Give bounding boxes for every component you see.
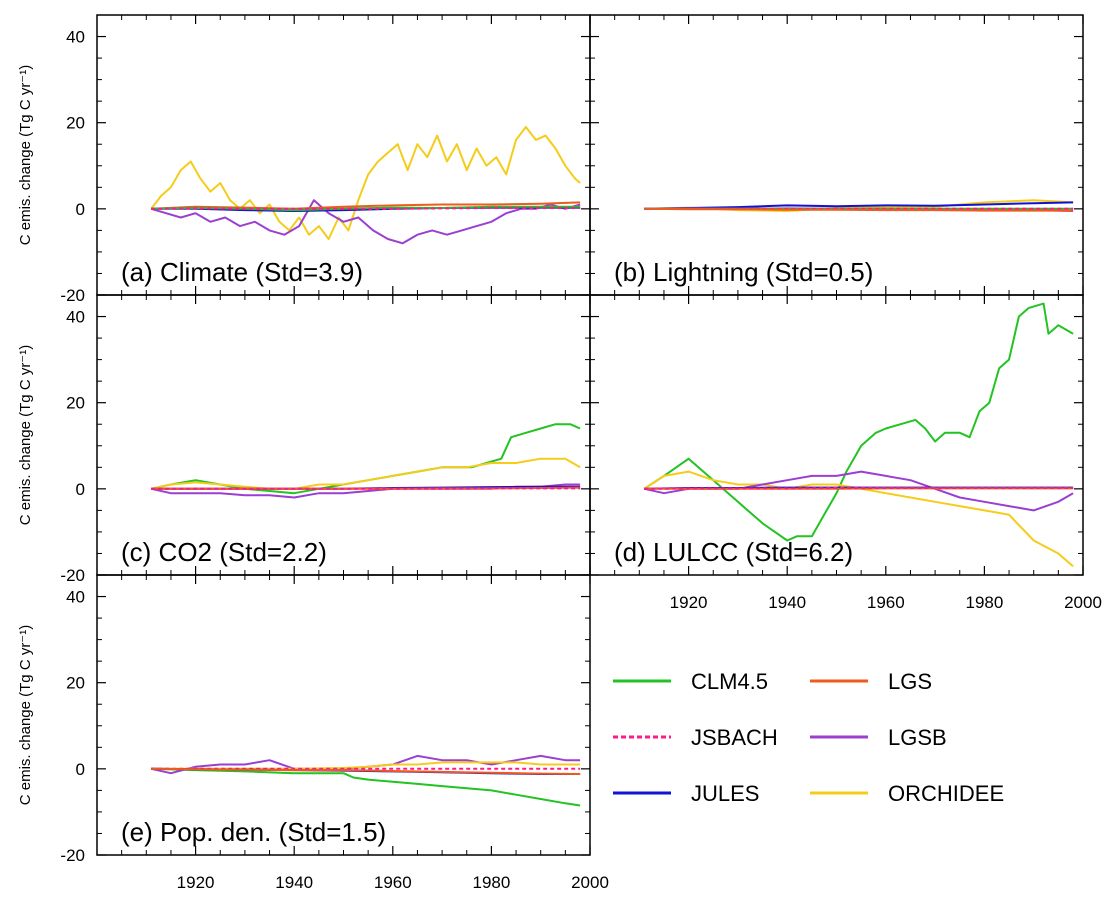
x-tick-label: 2000 bbox=[571, 873, 609, 892]
y-tick-label: 0 bbox=[76, 760, 85, 779]
legend-label: JSBACH bbox=[691, 725, 778, 750]
legend-item-jules: JULES bbox=[613, 781, 759, 806]
x-tick-label: 1960 bbox=[374, 873, 412, 892]
y-tick-label: -20 bbox=[60, 286, 85, 305]
legend-item-jsbach: JSBACH bbox=[613, 725, 778, 750]
legend-item-lgsb: LGSB bbox=[810, 725, 947, 750]
x-tick-label: 1980 bbox=[965, 593, 1003, 612]
panel-title: (e) Pop. den. (Std=1.5) bbox=[121, 817, 386, 847]
y-tick-label: 20 bbox=[66, 394, 85, 413]
x-tick-label: 1960 bbox=[867, 593, 905, 612]
y-tick-label: 0 bbox=[76, 200, 85, 219]
legend-label: LGS bbox=[888, 669, 932, 694]
y-tick-label: 40 bbox=[66, 588, 85, 607]
y-tick-label: -20 bbox=[60, 566, 85, 585]
series-group bbox=[644, 304, 1073, 567]
series-line-orchidee bbox=[151, 459, 580, 489]
series-group bbox=[644, 200, 1073, 211]
series-group bbox=[151, 756, 580, 806]
y-tick-label: 20 bbox=[66, 674, 85, 693]
legend-item-orchidee: ORCHIDEE bbox=[810, 781, 1004, 806]
x-tick-label: 1940 bbox=[768, 593, 806, 612]
panel-b: (b) Lightning (Std=0.5) bbox=[590, 15, 1083, 295]
panel-c: -20 0 20 40 C emis. change (Tg C yr⁻¹) (c) CO… bbox=[17, 295, 590, 585]
series-line-clm4-5 bbox=[644, 304, 1073, 541]
y-axis-label: C emis. change (Tg C yr⁻¹) bbox=[17, 345, 34, 525]
panel-title: (a) Climate (Std=3.9) bbox=[121, 257, 363, 287]
legend-label: CLM4.5 bbox=[691, 669, 768, 694]
y-tick-label: 40 bbox=[66, 28, 85, 47]
x-tick-label: 1920 bbox=[177, 873, 215, 892]
x-tick-label: 1920 bbox=[670, 593, 708, 612]
panels-group: -20 0 20 40 C emis. change (Tg C yr⁻¹) (a) Cl… bbox=[17, 15, 1102, 892]
panel-title: (c) CO2 (Std=2.2) bbox=[121, 537, 327, 567]
legend-item-lgs: LGS bbox=[810, 669, 932, 694]
series-line-lgsb bbox=[644, 472, 1073, 511]
plot-frame bbox=[590, 15, 1083, 295]
panel-title: (d) LULCC (Std=6.2) bbox=[614, 537, 853, 567]
plot-frame bbox=[97, 15, 590, 295]
series-line-orchidee bbox=[151, 127, 580, 239]
plot-frame bbox=[590, 295, 1083, 575]
legend-label: LGSB bbox=[888, 725, 947, 750]
panel-d: 1920 1940 1960 1980 2000 (d) LULCC (Std=6.2) bbox=[590, 295, 1102, 612]
panel-title: (b) Lightning (Std=0.5) bbox=[614, 257, 873, 287]
plot-frame bbox=[97, 575, 590, 855]
y-tick-label: 40 bbox=[66, 308, 85, 327]
y-tick-label: -20 bbox=[60, 846, 85, 865]
x-tick-label: 1940 bbox=[275, 873, 313, 892]
legend-label: ORCHIDEE bbox=[888, 781, 1004, 806]
y-tick-label: 20 bbox=[66, 114, 85, 133]
panel-a: -20 0 20 40 C emis. change (Tg C yr⁻¹) (a) Cl… bbox=[17, 15, 590, 305]
series-group bbox=[151, 127, 580, 243]
series-line-clm4-5 bbox=[151, 424, 580, 493]
y-axis-label: C emis. change (Tg C yr⁻¹) bbox=[17, 625, 34, 805]
legend: CLM4.5 LGS JSBACH LGSB JULES ORCHIDEE bbox=[613, 669, 1004, 806]
series-group bbox=[151, 424, 580, 497]
x-tick-label: 2000 bbox=[1064, 593, 1102, 612]
x-tick-label: 1980 bbox=[472, 873, 510, 892]
legend-label: JULES bbox=[691, 781, 759, 806]
y-axis-label: C emis. change (Tg C yr⁻¹) bbox=[17, 65, 34, 245]
panel-e: -20 0 20 40 1920 1940 1960 1980 2000 C emis. chan… bbox=[17, 575, 609, 892]
legend-item-clm4-5: CLM4.5 bbox=[613, 669, 768, 694]
y-tick-label: 0 bbox=[76, 480, 85, 499]
